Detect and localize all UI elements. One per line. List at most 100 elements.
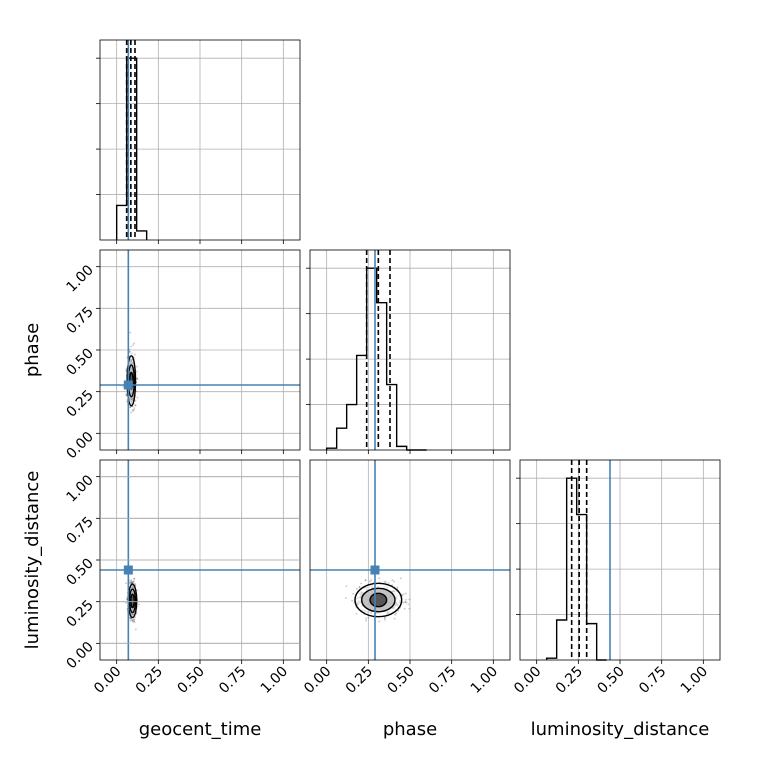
sample-point xyxy=(134,583,136,585)
sample-point xyxy=(131,408,134,411)
sample-point xyxy=(401,594,404,597)
sample-point xyxy=(408,598,411,601)
sample-point xyxy=(370,579,373,582)
sample-point xyxy=(132,410,135,412)
sample-point xyxy=(131,620,134,623)
sample-point xyxy=(133,618,135,620)
sample-point xyxy=(125,392,128,395)
sample-point xyxy=(134,628,137,631)
sample-point xyxy=(351,599,353,602)
sample-point xyxy=(395,612,398,615)
sample-point xyxy=(128,350,131,353)
sample-point xyxy=(133,621,136,624)
sample-point xyxy=(393,580,396,583)
sample-point xyxy=(136,365,138,368)
sample-point xyxy=(364,579,367,582)
sample-point xyxy=(130,582,133,584)
sample-point xyxy=(136,378,139,380)
sample-point xyxy=(133,409,135,411)
injection-marker xyxy=(123,565,133,575)
sample-point xyxy=(129,580,132,583)
sample-point xyxy=(129,406,132,409)
sample-point xyxy=(125,394,128,396)
sample-point xyxy=(367,616,370,619)
sample-point xyxy=(408,607,411,610)
sample-point xyxy=(404,592,407,595)
sample-point xyxy=(135,370,138,373)
sample-point xyxy=(355,588,358,590)
sample-point xyxy=(352,592,355,595)
y-axis-label-phase: phase xyxy=(22,323,43,377)
sample-point xyxy=(136,396,139,399)
sample-point xyxy=(131,581,134,584)
sample-point xyxy=(405,601,408,604)
injection-marker xyxy=(123,380,133,390)
sample-point xyxy=(133,342,135,345)
sample-point xyxy=(355,613,358,615)
density-contour xyxy=(130,593,135,609)
sample-point xyxy=(128,350,131,353)
sample-point xyxy=(133,407,136,410)
sample-point xyxy=(394,613,397,616)
sample-point xyxy=(129,406,132,408)
sample-point xyxy=(129,331,132,334)
x-axis-label-geocent-time: geocent_time xyxy=(139,719,262,740)
sample-point xyxy=(132,580,134,583)
sample-point xyxy=(378,577,381,580)
sample-point xyxy=(358,586,361,589)
sample-point xyxy=(122,385,125,388)
histogram-step xyxy=(115,57,148,240)
sample-point xyxy=(136,377,139,380)
sample-point xyxy=(131,619,133,621)
sample-point xyxy=(133,577,135,580)
sample-point xyxy=(372,581,375,584)
sample-point xyxy=(129,617,132,619)
sample-point xyxy=(130,411,132,414)
sample-point xyxy=(358,586,361,588)
sample-point xyxy=(125,394,128,396)
axis-labels: geocent_time phase luminosity_distance p… xyxy=(22,323,709,740)
y-axis-label-luminosity-distance: luminosity_distance xyxy=(22,471,43,650)
sample-point xyxy=(126,597,128,600)
sample-point xyxy=(130,581,132,584)
sample-point xyxy=(129,617,132,620)
sample-point xyxy=(125,369,128,371)
sample-point xyxy=(136,589,138,592)
sample-point xyxy=(130,345,133,348)
sample-point xyxy=(402,593,405,596)
panel-hist-luminosity_distance: 0.00 0.25 0.50 0.75 1.00 xyxy=(511,459,721,697)
sample-point xyxy=(133,578,136,580)
sample-point xyxy=(387,582,390,584)
density-contour xyxy=(369,592,388,608)
sample-point xyxy=(391,579,394,582)
sample-point xyxy=(345,585,348,588)
histogram-step xyxy=(545,477,607,661)
sample-point xyxy=(393,617,396,620)
sample-point xyxy=(130,352,133,355)
sample-point xyxy=(125,601,128,604)
sample-point xyxy=(403,607,406,610)
sample-point xyxy=(399,577,402,580)
sample-point xyxy=(134,404,137,407)
sample-point xyxy=(344,597,347,600)
sample-point xyxy=(383,618,386,621)
sample-point xyxy=(365,617,367,620)
panel-hist-geocent_time xyxy=(96,39,301,244)
x-axis-label-phase: phase xyxy=(383,719,437,740)
sample-point xyxy=(396,586,399,589)
sample-point xyxy=(132,619,134,622)
sample-point xyxy=(133,620,136,623)
sample-point xyxy=(404,601,406,604)
sample-point xyxy=(134,616,137,619)
sample-point xyxy=(134,404,137,407)
x-axis-label-luminosity-distance: luminosity_distance xyxy=(531,719,710,740)
sample-point xyxy=(383,617,386,619)
sample-point xyxy=(131,619,134,622)
sample-point xyxy=(134,353,136,356)
sample-point xyxy=(131,581,134,583)
sample-point xyxy=(404,601,407,603)
sample-point xyxy=(405,598,407,601)
sample-point xyxy=(365,619,367,622)
sample-point xyxy=(384,617,387,619)
